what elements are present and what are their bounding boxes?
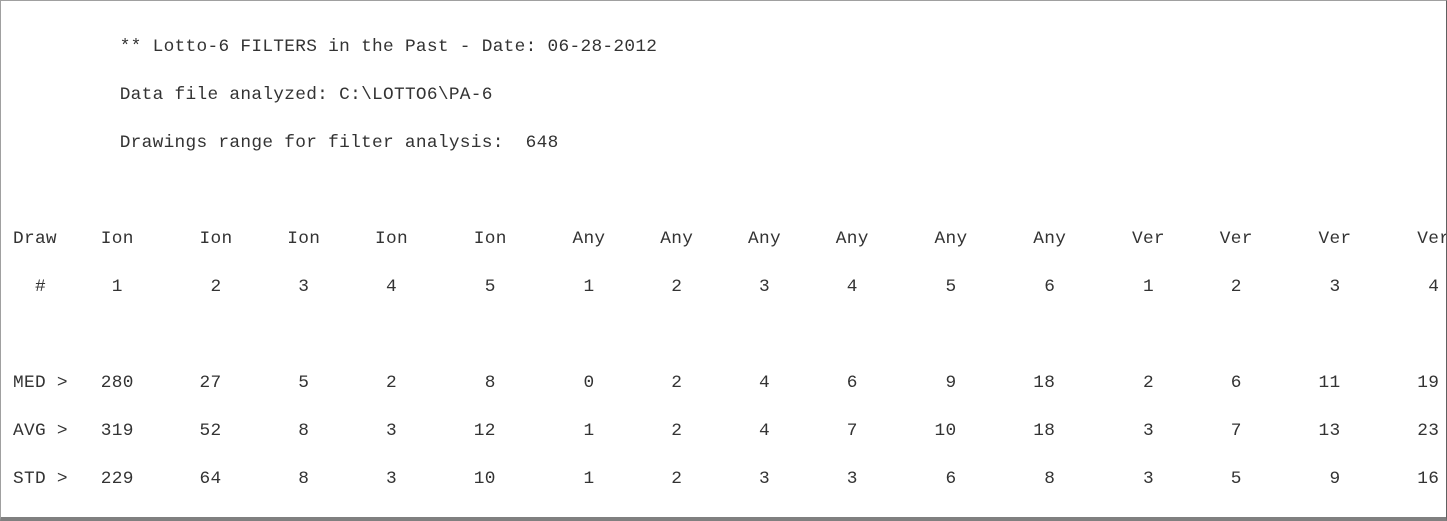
range-line: Drawings range for filter analysis: 648 xyxy=(120,131,1434,155)
title-text: Lotto-6 FILTERS in the Past - Date: 06-2… xyxy=(153,37,658,57)
column-header-row-1: Draw Ion Ion Ion Ion Ion Any Any Any Any… xyxy=(13,227,1434,251)
title-line: ** Lotto-6 FILTERS in the Past - Date: 0… xyxy=(120,35,1434,59)
report-panel: ** Lotto-6 FILTERS in the Past - Date: 0… xyxy=(0,0,1447,521)
datafile-value: C:\LOTTO6\PA-6 xyxy=(339,85,493,105)
range-value: 648 xyxy=(526,133,559,153)
datafile-line: Data file analyzed: C:\LOTTO6\PA-6 xyxy=(120,83,1434,107)
blank-line xyxy=(13,515,1434,521)
column-header-row-2: # 1 2 3 4 5 1 2 3 4 5 6 1 2 3 4 5 6 xyxy=(13,275,1434,299)
title-prefix: ** xyxy=(120,37,153,57)
blank-line xyxy=(13,323,1434,347)
stat-row-std: STD > 229 64 8 3 10 1 2 3 3 6 8 3 5 9 16… xyxy=(13,467,1434,491)
stat-row-med: MED > 280 27 5 2 8 0 2 4 6 9 18 2 6 11 1… xyxy=(13,371,1434,395)
stat-row-avg: AVG > 319 52 8 3 12 1 2 4 7 10 18 3 7 13… xyxy=(13,419,1434,443)
blank-line xyxy=(13,179,1434,203)
range-label: Drawings range for filter analysis: xyxy=(120,133,526,153)
datafile-label: Data file analyzed: xyxy=(120,85,339,105)
